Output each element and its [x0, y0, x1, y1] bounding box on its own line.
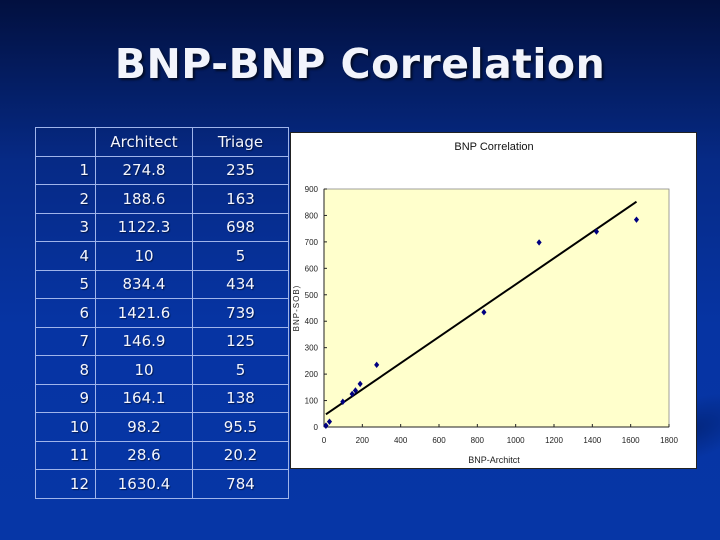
y-tick-label: 300 [305, 344, 319, 353]
header-architect: Architect [95, 127, 193, 157]
header-index [35, 127, 96, 157]
table-row: 6 1421.6 739 [35, 298, 289, 328]
table-row: 7 146.9 125 [35, 326, 289, 356]
row-index: 2 [35, 184, 96, 214]
y-tick-label: 0 [314, 423, 319, 432]
architect-value: 146.9 [95, 326, 193, 356]
chart-title: BNP Correlation [454, 141, 533, 153]
row-index: 6 [35, 298, 96, 328]
data-point-marker [593, 228, 600, 235]
x-tick-label: 1400 [583, 436, 601, 445]
table-row: 10 98.2 95.5 [35, 412, 289, 442]
data-point-marker [536, 239, 542, 246]
y-tick-label: 900 [305, 185, 319, 194]
architect-value: 274.8 [95, 155, 193, 185]
chart-panel: BNP Correlation 0 100 200 300 400 500 600 700 80… [290, 132, 697, 469]
row-index: 10 [35, 412, 96, 442]
y-tick-label: 800 [305, 211, 319, 220]
triage-value: 5 [192, 241, 289, 271]
triage-value: 125 [192, 326, 289, 356]
architect-value: 98.2 [95, 412, 193, 442]
row-index: 11 [35, 440, 96, 470]
triage-value: 5 [192, 355, 289, 385]
data-point-marker [374, 361, 380, 369]
x-axis-label: BNP-Architct [468, 455, 520, 465]
table-row: 12 1630.4 784 [35, 469, 289, 499]
x-tick-label: 600 [432, 436, 446, 445]
triage-value: 163 [192, 184, 289, 214]
data-point-marker [340, 398, 346, 405]
x-tick-label: 800 [471, 436, 485, 445]
x-tick-label: 1800 [660, 436, 678, 445]
architect-value: 164.1 [95, 383, 193, 413]
row-index: 4 [35, 241, 96, 271]
row-index: 7 [35, 326, 96, 356]
y-tick-label: 200 [305, 370, 319, 379]
data-point-marker [349, 390, 355, 398]
architect-value: 10 [95, 241, 193, 271]
x-tick-label: 400 [394, 436, 408, 445]
table-row: 11 28.6 20.2 [35, 440, 289, 470]
architect-value: 1421.6 [95, 298, 193, 328]
x-tick-label: 200 [356, 436, 370, 445]
y-tick-label: 100 [305, 397, 319, 406]
architect-value: 28.6 [95, 440, 193, 470]
slide-title: BNP-BNP Correlation [114, 40, 606, 88]
architect-value: 10 [95, 355, 193, 385]
scatter-chart: BNP Correlation 0 100 200 300 400 500 600 700 80… [292, 141, 678, 465]
data-point-marker [323, 422, 329, 429]
architect-value: 188.6 [95, 184, 193, 214]
architect-value: 1630.4 [95, 469, 193, 499]
row-index: 9 [35, 383, 96, 413]
triage-value: 20.2 [192, 440, 289, 470]
triage-value: 784 [192, 469, 289, 499]
data-point-marker [633, 216, 640, 223]
triage-value: 95.5 [192, 412, 289, 442]
plot-area [323, 188, 670, 428]
data-table: Architect Triage 1 274.8 235 2 188.6 163 3 1122… [35, 127, 289, 499]
table-header-row: Architect Triage [35, 127, 289, 157]
triage-value: 698 [192, 212, 289, 242]
trendline [325, 200, 638, 416]
y-tick-label: 500 [305, 291, 319, 300]
table-row: 1 274.8 235 [35, 155, 289, 185]
table-row: 2 188.6 163 [35, 184, 289, 214]
triage-value: 138 [192, 383, 289, 413]
row-index: 8 [35, 355, 96, 385]
data-point-marker [326, 418, 333, 425]
y-axis-label: BNP-SOB) [292, 285, 301, 332]
y-tick-label: 600 [305, 264, 319, 273]
triage-value: 235 [192, 155, 289, 185]
row-index: 3 [35, 212, 96, 242]
header-triage: Triage [192, 127, 289, 157]
table-row: 9 164.1 138 [35, 383, 289, 413]
y-tick-label: 700 [305, 238, 319, 247]
table-row: 3 1122.3 698 [35, 212, 289, 242]
triage-value: 739 [192, 298, 289, 328]
x-tick-label: 1200 [545, 436, 563, 445]
row-index: 5 [35, 269, 96, 299]
x-tick-label: 1600 [622, 436, 640, 445]
table-row: 4 10 5 [35, 241, 289, 271]
row-index: 12 [35, 469, 96, 499]
x-tick-label: 0 [322, 436, 327, 445]
architect-value: 1122.3 [95, 212, 193, 242]
table-row: 5 834.4 434 [35, 269, 289, 299]
data-point-marker [352, 387, 359, 394]
architect-value: 834.4 [95, 269, 193, 299]
row-index: 1 [35, 155, 96, 185]
triage-value: 434 [192, 269, 289, 299]
y-tick-label: 400 [305, 317, 319, 326]
table-row: 8 10 5 [35, 355, 289, 385]
x-tick-label: 1000 [507, 436, 525, 445]
